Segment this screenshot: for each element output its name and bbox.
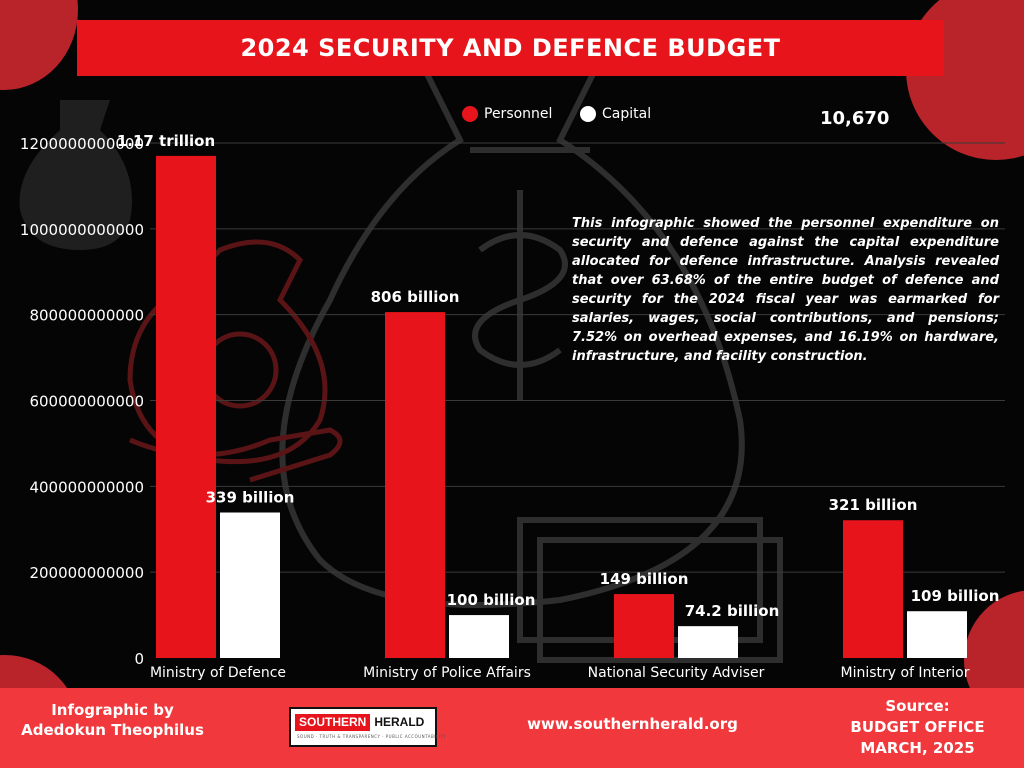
legend-label-capital: Capital: [602, 106, 651, 122]
logo-wordmark: SOUTHERN HERALD: [295, 714, 429, 731]
logo-word-southern: SOUTHERN: [295, 714, 371, 731]
x-tick-label: Ministry of Interior: [840, 665, 969, 681]
southern-herald-logo: SOUTHERN HERALD SOUND · TRUTH & TRANSPAR…: [289, 707, 446, 747]
credit-text: Infographic by Adedokun Theophilus: [0, 700, 225, 740]
legend-label-personnel: Personnel: [484, 106, 552, 122]
bar-personnel-1: [385, 312, 445, 658]
y-tick-label: 1200000000000: [20, 135, 144, 153]
data-labels: 1.17 trillion 339 billion 806 billion 100 b…: [117, 132, 1000, 620]
logo-tagline: SOUND · TRUTH & TRANSPARENCY · PUBLIC AC…: [297, 734, 447, 739]
credit-line-1: Infographic by: [51, 701, 174, 719]
logo-word-herald: HERALD: [370, 714, 429, 731]
figure-number: 10,670: [820, 108, 890, 129]
source-line-2: BUDGET OFFICE: [850, 718, 985, 736]
data-label-personnel-2: 149 billion: [600, 570, 689, 588]
x-tick-label: Ministry of Defence: [150, 665, 286, 681]
x-axis-ticks: Ministry of Defence Ministry of Police Af…: [150, 665, 970, 681]
y-tick-label: 200000000000: [29, 564, 144, 582]
data-label-capital-2: 74.2 billion: [685, 602, 780, 620]
data-label-personnel-3: 321 billion: [829, 496, 918, 514]
x-tick-label: Ministry of Police Affairs: [363, 665, 531, 681]
bar-personnel-2: [614, 594, 674, 658]
data-label-capital-1: 100 billion: [447, 591, 536, 609]
y-tick-label: 0: [134, 650, 144, 668]
source-line-1: Source:: [885, 697, 950, 715]
bar-capital-0: [220, 512, 280, 658]
bar-personnel-0: [156, 155, 216, 658]
y-axis-ticks: 0 200000000000 400000000000 600000000000 800…: [20, 135, 144, 668]
legend-swatch-personnel: [462, 106, 478, 122]
data-label-personnel-0: 1.17 trillion: [117, 132, 215, 150]
data-label-capital-3: 109 billion: [911, 587, 1000, 605]
footer: Infographic by Adedokun Theophilus SOUTH…: [0, 688, 1024, 768]
bar-capital-3: [907, 611, 967, 658]
credit-line-2: Adedokun Theophilus: [21, 721, 204, 739]
y-tick-label: 400000000000: [29, 478, 144, 496]
data-label-capital-0: 339 billion: [206, 489, 295, 507]
website-link[interactable]: www.southernherald.org: [527, 715, 738, 733]
legend-item-personnel: Personnel: [462, 106, 552, 122]
y-tick-label: 600000000000: [29, 393, 144, 411]
bar-personnel-3: [843, 520, 903, 658]
y-tick-label: 1000000000000: [20, 221, 144, 239]
bar-capital-1: [449, 615, 509, 658]
source-line-3: MARCH, 2025: [860, 739, 975, 757]
bar-capital-2: [678, 626, 738, 658]
legend-swatch-capital: [580, 106, 596, 122]
y-tick-label: 800000000000: [29, 307, 144, 325]
source-text: Source: BUDGET OFFICE MARCH, 2025: [825, 696, 1010, 759]
bars: [156, 155, 967, 658]
x-tick-label: National Security Adviser: [588, 665, 765, 681]
description-text: This infographic showed the personnel ex…: [572, 216, 999, 364]
legend: Personnel Capital: [462, 106, 651, 122]
legend-item-capital: Capital: [580, 106, 651, 122]
page-title: 2024 SECURITY AND DEFENCE BUDGET: [77, 20, 944, 76]
data-label-personnel-1: 806 billion: [371, 288, 460, 306]
